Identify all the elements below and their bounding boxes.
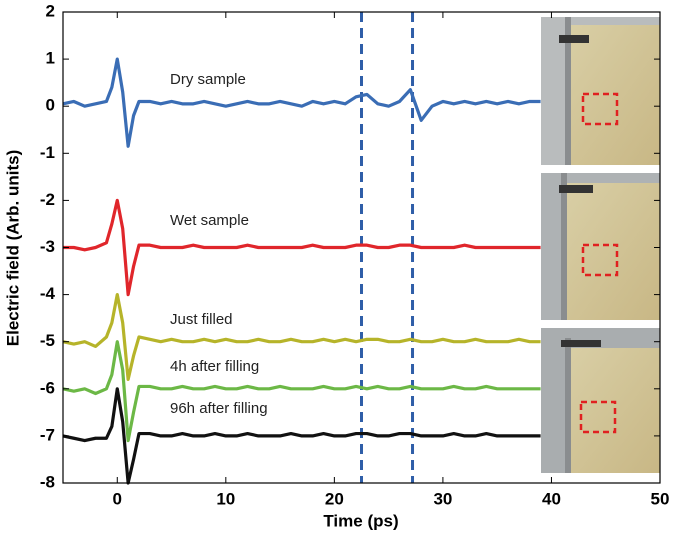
y-tick-label: -3 (40, 237, 55, 256)
series-line (63, 198, 541, 297)
photo (541, 17, 660, 165)
x-tick-label: 30 (433, 489, 452, 508)
x-axis-title: Time (ps) (323, 511, 398, 530)
y-axis-title: Electric field (Arb. units) (3, 150, 22, 346)
series-line (62, 57, 541, 148)
series-line (62, 340, 541, 443)
y-tick-label: -4 (40, 284, 56, 303)
y-tick-label: 1 (46, 49, 55, 68)
y-tick-label: -6 (40, 378, 55, 397)
series-label: 96h after filling (170, 400, 268, 417)
x-tick-label: 0 (113, 489, 122, 508)
y-tick-label: -5 (40, 331, 55, 350)
y-tick-label: -7 (40, 425, 55, 444)
x-tick-label: 20 (325, 489, 344, 508)
series-line (62, 293, 541, 381)
y-tick-label: 2 (46, 1, 55, 20)
photo (541, 173, 660, 320)
y-tick-label: -8 (40, 472, 55, 491)
photo (541, 328, 660, 473)
plot-area (62, 12, 541, 485)
x-tick-label: 50 (651, 489, 670, 508)
series-label: Wet sample (170, 212, 249, 229)
y-tick-label: 0 (46, 96, 55, 115)
series-label: Just filled (170, 311, 233, 328)
x-tick-label: 40 (542, 489, 561, 508)
series-line (62, 387, 541, 485)
photo-panels (541, 17, 660, 473)
series-label: 4h after filling (170, 358, 259, 375)
y-tick-label: -2 (40, 190, 55, 209)
x-tick-label: 10 (216, 489, 235, 508)
series-label: Dry sample (170, 71, 246, 88)
y-tick-label: -1 (40, 143, 55, 162)
